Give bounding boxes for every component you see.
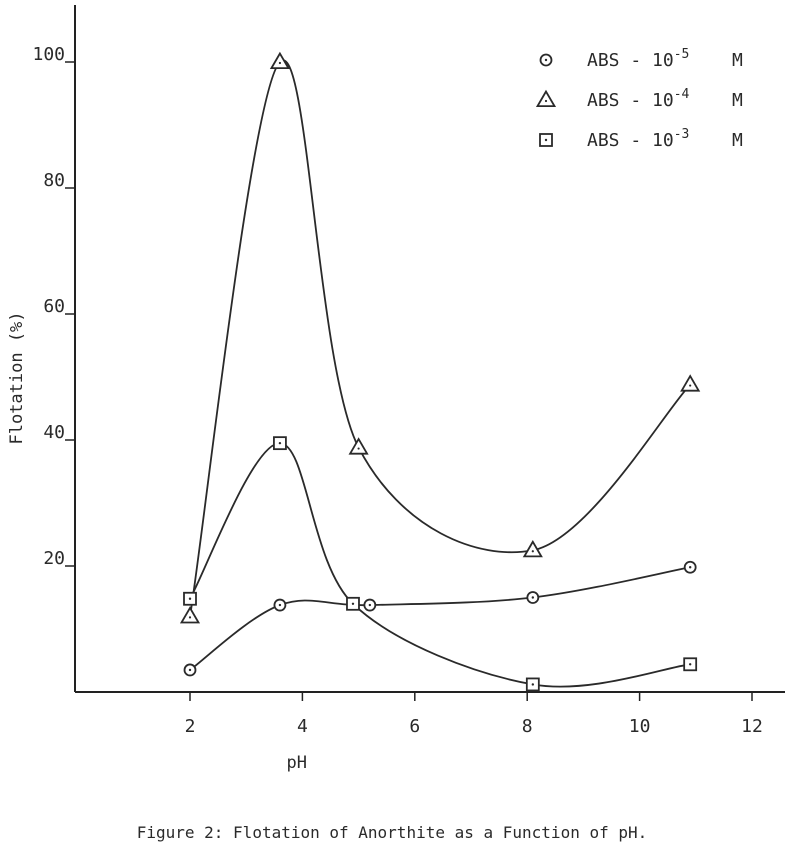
x-tick-label: 12 <box>741 716 763 737</box>
series-line-triangle <box>189 59 691 617</box>
legend: ABS - 10-5 M ABS - 10-4 M ABS - 10-3 M <box>535 47 743 151</box>
data-point-circle <box>526 591 540 604</box>
data-point-triangle <box>269 51 290 70</box>
x-axis-label: pH <box>287 753 307 773</box>
axes <box>74 5 785 693</box>
data-point-square <box>183 591 197 606</box>
legend-marker-triangle <box>535 89 557 108</box>
legend-label: ABS - 10-5 <box>587 47 689 71</box>
x-tick-label: 10 <box>629 716 651 737</box>
x-tick-label: 2 <box>185 716 196 737</box>
data-point-circle <box>363 598 377 612</box>
series-line-square <box>189 442 691 688</box>
data-point-triangle <box>522 539 543 558</box>
legend-unit: M <box>732 50 743 71</box>
x-tick-label: 6 <box>409 716 420 737</box>
y-tick-label: 80 <box>43 170 65 191</box>
data-point-square <box>525 677 540 692</box>
legend-label: ABS - 10-3 <box>587 127 689 151</box>
data-point-circle <box>683 560 697 574</box>
legend-marker-circle <box>539 53 553 67</box>
data-point-square <box>346 596 360 611</box>
y-tick-label: 60 <box>43 296 65 317</box>
data-point-square <box>683 657 698 672</box>
data-point-triangle <box>680 374 701 392</box>
plot-area <box>179 51 701 692</box>
y-tick-label: 40 <box>43 422 65 443</box>
legend-unit: M <box>732 90 743 111</box>
y-axis-ticks: 20 40 60 80 100 <box>32 44 75 569</box>
data-point-square <box>273 436 287 451</box>
y-axis-label: Flotation (%) <box>7 311 27 444</box>
legend-unit: M <box>732 130 743 151</box>
y-tick-label: 20 <box>43 548 65 569</box>
legend-label: ABS - 10-4 <box>587 87 690 111</box>
legend-marker-square <box>539 133 553 147</box>
data-point-circle <box>183 663 197 677</box>
data-point-triangle <box>179 606 201 624</box>
data-point-triangle <box>348 437 369 455</box>
figure-caption: Figure 2: Flotation of Anorthite as a Fu… <box>137 823 648 842</box>
y-tick-label: 100 <box>32 44 65 65</box>
data-point-circle <box>273 598 287 612</box>
series-line-circle <box>189 566 691 671</box>
x-tick-label: 4 <box>297 716 308 737</box>
x-tick-label: 8 <box>522 716 533 737</box>
x-axis-ticks: 2 4 6 8 10 12 <box>185 692 763 737</box>
